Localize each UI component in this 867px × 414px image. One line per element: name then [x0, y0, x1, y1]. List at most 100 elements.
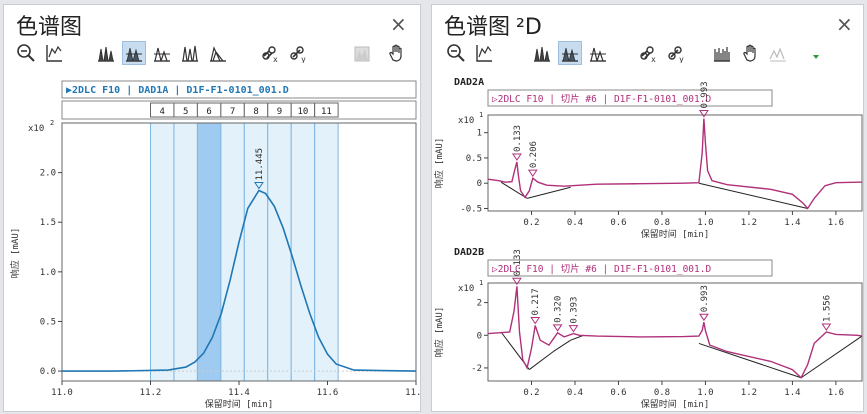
link-y-icon: y: [668, 46, 684, 63]
close-button[interactable]: ×: [836, 12, 853, 36]
y-tick-label: 1.5: [40, 218, 56, 228]
integration-baseline: [500, 181, 528, 199]
peak-label: 0.133: [513, 125, 523, 152]
fraction-tab-label[interactable]: 8: [253, 107, 258, 117]
svg-text:y: y: [301, 55, 306, 63]
overlay-peaks-button[interactable]: [530, 41, 554, 65]
link-x-button[interactable]: x: [258, 41, 282, 65]
x-tick-label: 0.6: [610, 218, 626, 228]
axis-icon: [46, 45, 62, 62]
fraction-tab-label[interactable]: 6: [206, 107, 211, 117]
panel-title: 色谱图: [16, 15, 83, 40]
x-axis-label: 保留时间 [min]: [641, 398, 710, 410]
link-x-icon: x: [262, 46, 278, 63]
integration-baseline: [800, 335, 863, 379]
fraction-tab-label[interactable]: 4: [160, 107, 165, 117]
peak-marker-icon: [698, 110, 709, 118]
y-multiplier-exponent: 1: [479, 279, 483, 287]
y-tick-label: 0: [477, 331, 482, 341]
x-tick-label: 1.4: [784, 388, 800, 398]
dropdown-arrow-icon: [813, 55, 819, 59]
separate-peaks-button[interactable]: [586, 41, 610, 65]
fraction-tab-label[interactable]: 11: [321, 107, 332, 117]
axis-button[interactable]: [472, 41, 496, 65]
x-tick-label: 1.6: [828, 388, 844, 398]
integration-baseline: [529, 351, 554, 370]
offset-peaks-button[interactable]: [206, 41, 230, 65]
link-y-button[interactable]: y: [664, 41, 688, 65]
chromatogram-trace: [487, 118, 862, 210]
fill-area-button[interactable]: [350, 41, 374, 65]
link-y-button[interactable]: y: [286, 41, 310, 65]
x-tick-label: 11.8: [405, 388, 422, 398]
link-y-icon: y: [290, 46, 306, 63]
x-tick-label: 0.8: [654, 218, 670, 228]
chart-dad2b: DAD2B ▷2DLC F10 | 切片 #6 | D1F-F1-0101_001…: [433, 247, 863, 410]
fan-peaks-icon: [182, 45, 198, 62]
pan-hand-button[interactable]: [384, 41, 408, 65]
peak-label: 0.993: [700, 285, 710, 312]
y-axis-label: 响应 [mAU]: [433, 138, 445, 189]
fraction-tab: [314, 102, 339, 118]
x-tick-label: 0.2: [523, 388, 539, 398]
stack-peaks-button[interactable]: [122, 41, 146, 65]
dropdown-arrow-button[interactable]: [804, 41, 828, 65]
chromatogram-chart-dad1a[interactable]: ▶2DLC F10 | DAD1A | D1F-F1-0101_001.D 4 5 6…: [4, 73, 422, 413]
y-tick-label: 0.5: [40, 317, 56, 327]
pan-hand-button[interactable]: [738, 41, 762, 65]
peak-marker-icon: [253, 181, 264, 190]
signal-header-text: ▶2DLC F10 | DAD1A | D1F-F1-0101_001.D: [66, 85, 289, 96]
integration-baseline: [527, 186, 571, 199]
peak-marker-icon: [552, 324, 563, 332]
svg-text:x: x: [651, 55, 656, 63]
x-tick-label: 1.6: [828, 218, 844, 228]
fan-peaks-button[interactable]: [178, 41, 202, 65]
fraction-tab-label[interactable]: 10: [298, 107, 309, 117]
peak-marker-icon: [568, 325, 579, 333]
spectrum-button[interactable]: [710, 41, 734, 65]
stack-peaks-button[interactable]: [558, 41, 582, 65]
chromatogram-charts-2d[interactable]: DAD2A ▷2DLC F10 | 切片 #6 | D1F-F1-0101_001…: [432, 73, 865, 413]
y-multiplier-exponent: 2: [50, 119, 54, 127]
svg-text:x: x: [273, 55, 278, 63]
signal-header-box: [487, 89, 773, 107]
zoom-out-button[interactable]: [444, 41, 468, 65]
fraction-region: [314, 122, 339, 382]
zoom-out-icon: [17, 44, 35, 62]
zoom-out-button[interactable]: [14, 41, 38, 65]
x-tick-label: 0.2: [523, 218, 539, 228]
panel-title: 色谱图 ²D: [444, 15, 542, 40]
chromatogram-trace: [487, 286, 863, 379]
signal-header-box: [61, 80, 417, 99]
peak-shape-icon: [769, 47, 786, 62]
peak-marker-icon: [530, 316, 541, 325]
fraction-tab-label[interactable]: 9: [277, 107, 282, 117]
axis-button[interactable]: [42, 41, 66, 65]
separate-peaks-button[interactable]: [150, 41, 174, 65]
fraction-tab-label[interactable]: 5: [183, 107, 188, 117]
peak-shape-button[interactable]: [766, 41, 790, 65]
peak-label: 11.445: [255, 148, 265, 181]
y-multiplier: x10: [458, 284, 474, 294]
peak-label: 0.217: [531, 288, 541, 315]
fraction-region: [173, 122, 198, 382]
close-button[interactable]: ×: [390, 12, 407, 36]
fraction-tab-label[interactable]: 7: [230, 107, 235, 117]
spectrum-icon: [714, 47, 730, 62]
stack-peaks-icon: [126, 47, 142, 62]
zoom-out-icon: [447, 44, 465, 62]
chromatogram-panel-2d: 色谱图 ²D × x y DAD2A ▷2DLC F10 | 切片 #6 | D1F-…: [431, 4, 864, 412]
svg-text:y: y: [679, 55, 684, 63]
x-tick-label: 0.4: [567, 218, 583, 228]
x-tick-label: 1.2: [741, 218, 757, 228]
offset-peaks-icon: [210, 46, 226, 62]
overlay-peaks-button[interactable]: [94, 41, 118, 65]
chromatogram-trace: [62, 189, 417, 372]
link-x-button[interactable]: x: [636, 41, 660, 65]
peak-label: 0.993: [700, 81, 710, 108]
peak-marker-icon: [698, 313, 709, 322]
x-tick-label: 11.4: [228, 388, 250, 398]
x-tick-label: 0.6: [610, 388, 626, 398]
chromatogram-panel-left: 色谱图 × x y ▶2DLC F10 | DAD1A | D1F-F1-0101…: [3, 4, 422, 413]
x-axis-label: 保留时间 [min]: [205, 398, 274, 410]
